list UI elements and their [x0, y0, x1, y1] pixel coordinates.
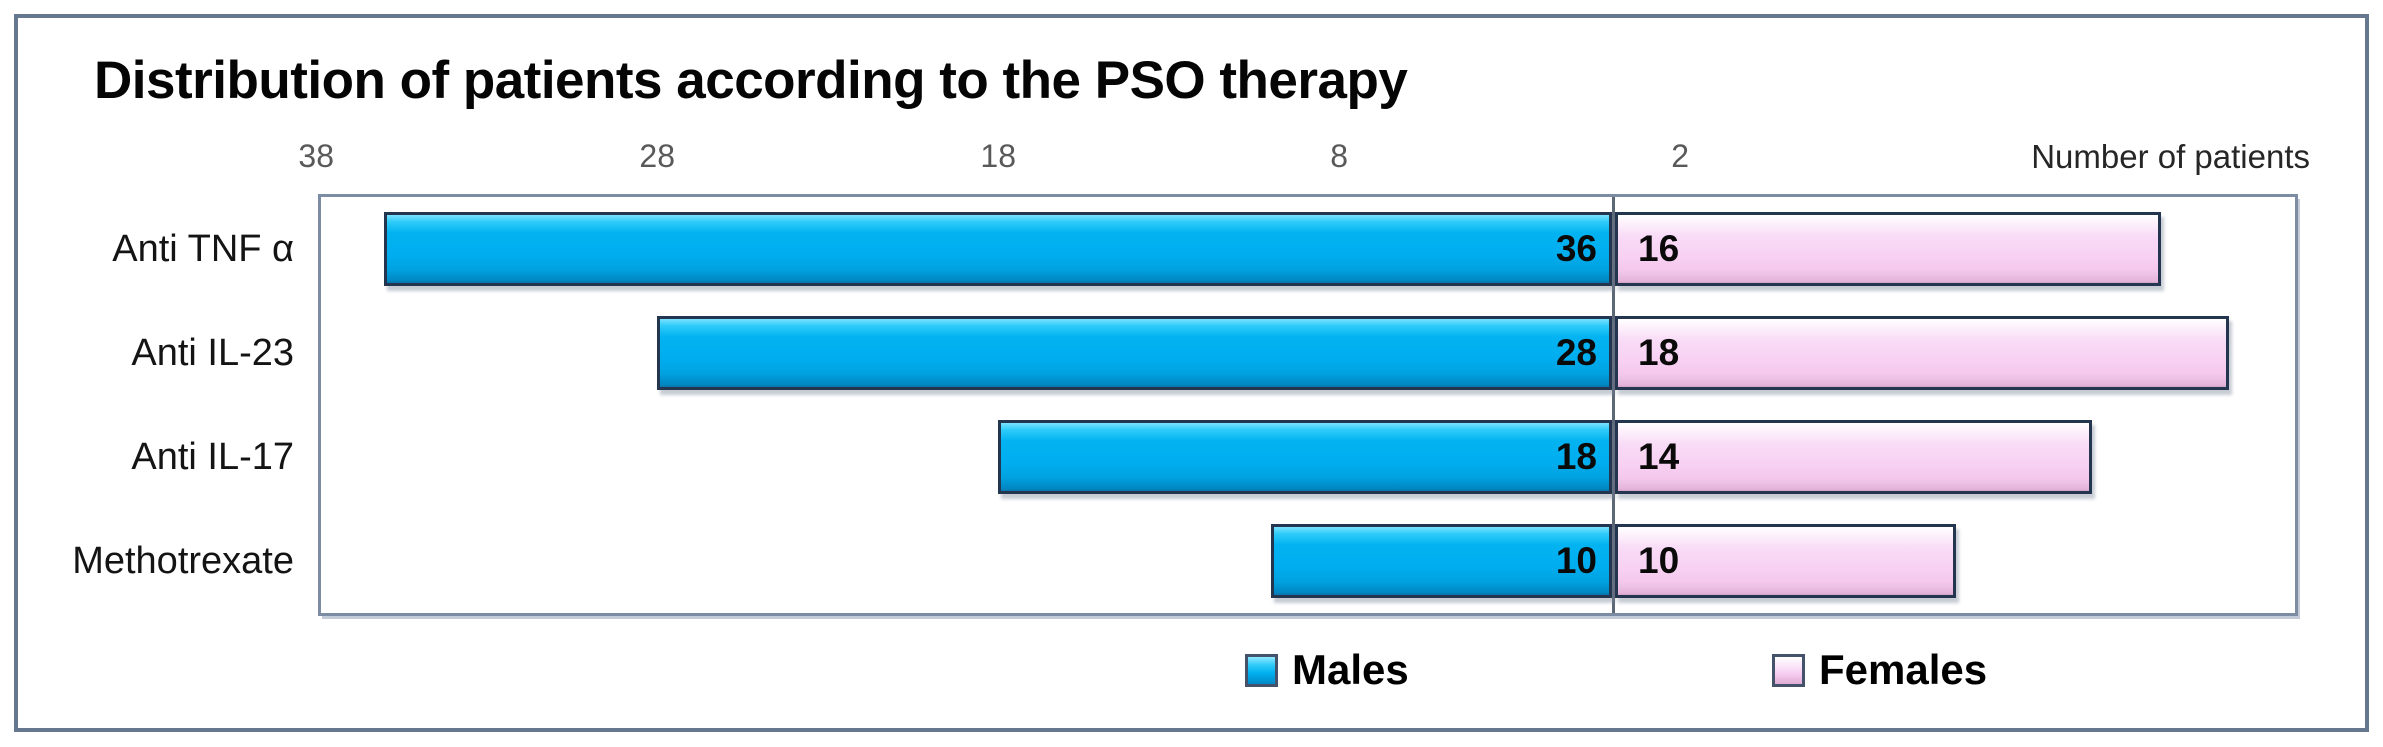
bar-females: 18 — [1615, 316, 2229, 390]
bar-males: 36 — [384, 212, 1612, 286]
plot-area: 36 16 28 18 18 14 10 10 — [318, 194, 2298, 616]
x-tick-label: 8 — [1330, 138, 1349, 174]
legend-label-males: Males — [1292, 646, 1409, 693]
bar-value-label: 18 — [1555, 436, 1597, 477]
bar-value-label: 18 — [1638, 332, 1680, 373]
x-axis-title: Number of patients — [2031, 138, 2310, 175]
bar-males: 28 — [657, 316, 1612, 390]
legend-item-males: Males — [1245, 646, 1409, 693]
bar-males: 10 — [1271, 524, 1612, 598]
chart-title: Distribution of patients according to th… — [94, 51, 1408, 110]
bar-females: 10 — [1615, 524, 1956, 598]
females-swatch-icon — [1772, 653, 1805, 687]
bar-females: 14 — [1615, 420, 2093, 494]
bar-value-label: 14 — [1638, 436, 1680, 477]
x-tick-label: 28 — [639, 138, 675, 174]
bar-value-label: 10 — [1638, 540, 1680, 581]
bar-value-label: 28 — [1555, 332, 1597, 373]
bar-males: 18 — [998, 420, 1612, 494]
legend-label-females: Females — [1819, 646, 1988, 693]
bar-value-label: 36 — [1555, 228, 1597, 269]
category-label: Methotrexate — [72, 539, 294, 582]
category-label: Anti IL-17 — [131, 435, 294, 478]
bar-females: 16 — [1615, 212, 2161, 286]
x-tick-label: 38 — [298, 138, 334, 174]
category-label: Anti TNF α — [112, 227, 294, 270]
zero-axis-line — [1612, 197, 1615, 613]
x-tick-label: 18 — [980, 138, 1016, 174]
males-swatch-icon — [1245, 653, 1278, 687]
bar-value-label: 10 — [1555, 540, 1597, 581]
bar-value-label: 16 — [1638, 228, 1680, 269]
x-axis-ticks: 38 28 18 8 2 — [0, 134, 2383, 180]
x-tick-label: 2 — [1671, 138, 1690, 174]
legend-item-females: Females — [1772, 646, 1988, 693]
category-label: Anti IL-23 — [131, 331, 294, 374]
